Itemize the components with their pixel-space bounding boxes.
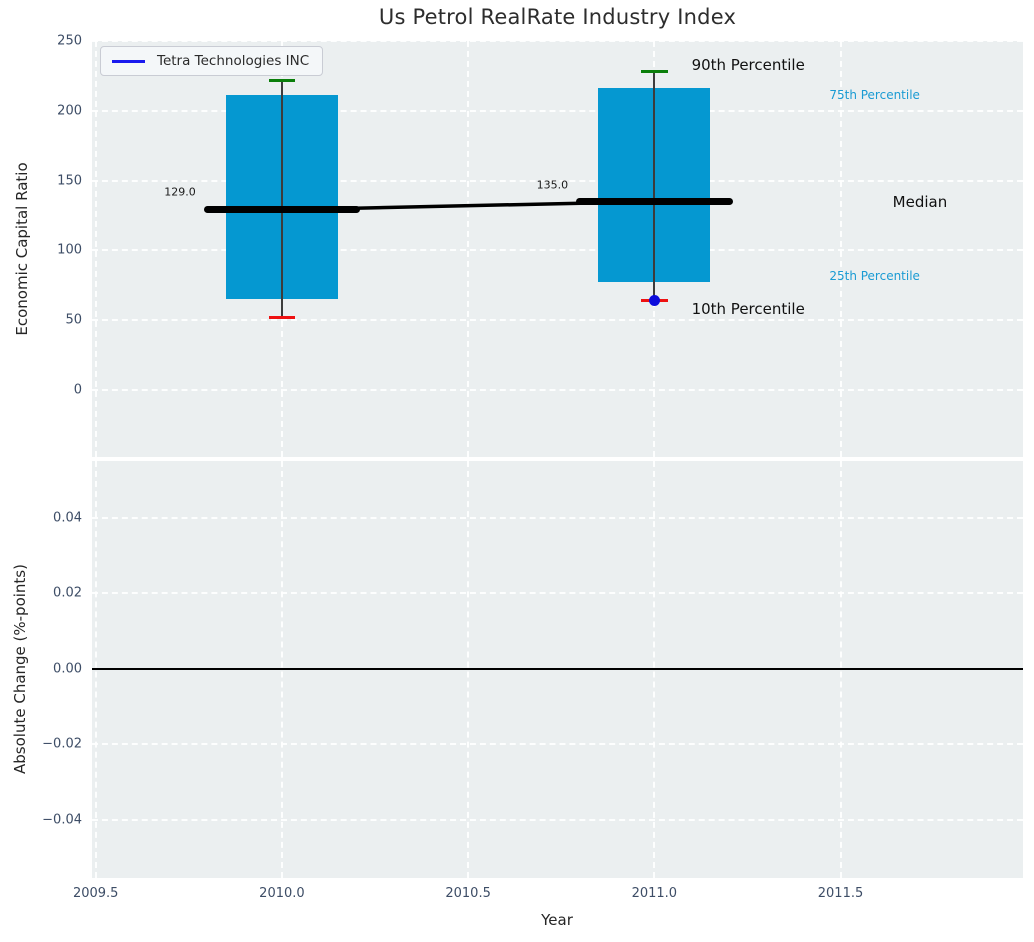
annotation-median: Median xyxy=(892,192,948,211)
top-y-tick-label: 150 xyxy=(57,173,82,189)
chart-title: Us Petrol RealRate Industry Index xyxy=(378,5,737,29)
grid-line-horizontal xyxy=(92,388,1023,391)
median-value-label: 135.0 xyxy=(536,178,569,192)
bottom-axes xyxy=(92,461,1023,878)
top-y-tick-label: 100 xyxy=(57,242,82,258)
p90-cap xyxy=(640,70,668,74)
legend-line-swatch xyxy=(112,59,145,63)
median-value-label: 129.0 xyxy=(164,185,196,199)
x-tick-label: 2010.0 xyxy=(259,886,305,901)
grid-line-vertical xyxy=(94,41,97,457)
x-tick-label: 2011.0 xyxy=(631,886,678,901)
top-y-tick-label: 200 xyxy=(57,103,82,119)
median-segment xyxy=(576,198,733,206)
bottom-y-axis-label: Absolute Change (%-points) xyxy=(11,564,29,774)
bottom-y-tick-label: 0.02 xyxy=(53,585,82,601)
x-tick-label: 2009.5 xyxy=(72,886,119,901)
x-axis-label: Year xyxy=(541,911,573,929)
grid-line-horizontal xyxy=(92,179,1023,182)
x-tick-label: 2010.5 xyxy=(445,886,491,901)
grid-line-vertical xyxy=(467,41,470,457)
median-trend-line xyxy=(281,199,655,212)
annotation-75th-percentile: 75th Percentile xyxy=(829,88,920,103)
bottom-y-tick-label: 0.00 xyxy=(53,661,82,677)
grid-line-horizontal xyxy=(92,592,1023,595)
top-y-tick-label: 250 xyxy=(57,33,82,49)
annotation-10th-percentile: 10th Percentile xyxy=(691,300,805,319)
p90-cap xyxy=(268,78,296,82)
legend-label: Tetra Technologies INC xyxy=(157,53,310,69)
x-tick-label: 2011.5 xyxy=(817,886,864,901)
grid-line-vertical xyxy=(839,41,842,457)
grid-line-horizontal xyxy=(92,319,1023,322)
grid-line-horizontal xyxy=(92,109,1023,112)
top-y-tick-label: 50 xyxy=(65,312,82,328)
grid-line-horizontal xyxy=(92,516,1023,519)
top-y-axis-label: Economic Capital Ratio xyxy=(13,162,31,336)
zero-line xyxy=(92,667,1023,670)
p10-cap xyxy=(268,315,296,319)
bottom-y-tick-label: −0.04 xyxy=(42,812,82,828)
top-y-tick-label: 0 xyxy=(73,382,82,398)
grid-line-horizontal xyxy=(92,818,1023,821)
grid-line-horizontal xyxy=(92,743,1023,746)
median-segment xyxy=(203,206,361,214)
company-marker-dot xyxy=(648,295,660,307)
grid-line-horizontal xyxy=(92,249,1023,252)
bottom-y-tick-label: −0.02 xyxy=(42,736,82,752)
grid-line-horizontal xyxy=(92,41,1023,42)
annotation-90th-percentile: 90th Percentile xyxy=(691,55,805,74)
bottom-y-tick-label: 0.04 xyxy=(53,510,82,526)
annotation-25th-percentile: 25th Percentile xyxy=(829,268,920,283)
legend: Tetra Technologies INC xyxy=(100,46,324,76)
whisker-line xyxy=(280,80,283,318)
top-axes: 129.0 135.0 90th Percentile 10th Percentile… xyxy=(92,41,1023,457)
whisker-line xyxy=(653,71,656,301)
